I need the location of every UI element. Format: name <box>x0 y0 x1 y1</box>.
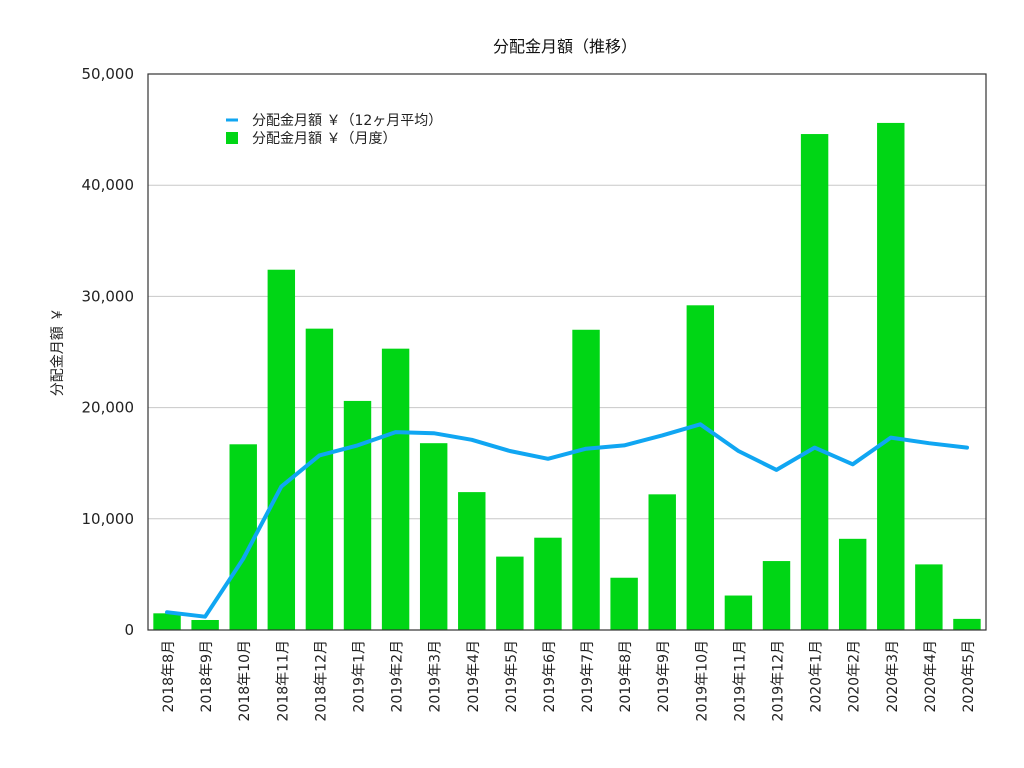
plot-frame <box>147 73 987 631</box>
x-tick-label: 2020年4月 <box>923 640 939 713</box>
x-tick-label: 2018年10月 <box>237 640 253 721</box>
bar <box>496 556 524 630</box>
bar <box>305 328 334 630</box>
x-tick-label: 2019年6月 <box>542 640 558 713</box>
x-tick-label: 2019年3月 <box>428 640 444 713</box>
bar <box>343 400 372 630</box>
legend: 分配金月額 ￥（12ヶ月平均） 分配金月額 ￥（月度） <box>226 113 442 147</box>
x-tick-label: 2018年11月 <box>275 640 291 721</box>
x-axis: 2018年8月 2018年9月 2018年10月 2018年11月 2018年12月 20… <box>161 640 977 721</box>
bar <box>534 537 562 630</box>
y-tick-label: 0 <box>124 621 134 639</box>
x-tick-label: 2019年7月 <box>580 640 596 713</box>
bar <box>572 329 600 630</box>
bar <box>191 619 219 630</box>
bar <box>381 348 410 630</box>
average-line-path <box>165 422 969 619</box>
y-tick-label: 50,000 <box>82 65 135 83</box>
x-tick-label: 2019年11月 <box>732 640 748 721</box>
x-tick-label: 2020年3月 <box>885 640 901 713</box>
x-tick-label: 2018年9月 <box>199 640 215 713</box>
bar <box>267 269 296 630</box>
x-tick-label: 2020年2月 <box>847 640 863 713</box>
x-tick-label: 2018年12月 <box>313 640 329 721</box>
x-tick-label: 2019年10月 <box>694 640 710 721</box>
x-tick-label: 2019年1月 <box>352 640 368 713</box>
legend-bar-swatch <box>226 132 238 144</box>
bar <box>610 577 638 630</box>
x-tick-label: 2018年8月 <box>161 640 177 713</box>
bar <box>153 613 181 630</box>
y-axis-title: 分配金月額 ￥ <box>50 308 66 396</box>
x-tick-label: 2019年12月 <box>771 640 787 721</box>
y-tick-label: 10,000 <box>82 510 135 528</box>
y-tick-label: 20,000 <box>82 399 135 417</box>
x-tick-label: 2019年2月 <box>390 640 406 713</box>
legend-line-label: 分配金月額 ￥（12ヶ月平均） <box>252 113 442 129</box>
legend-bar-label: 分配金月額 ￥（月度） <box>252 131 396 147</box>
bar <box>648 494 676 630</box>
x-tick-label: 2020年1月 <box>809 640 825 713</box>
bar <box>877 122 905 630</box>
x-tick-label: 2019年9月 <box>656 640 672 713</box>
bar <box>686 305 715 630</box>
bar <box>419 443 448 630</box>
y-tick-label: 30,000 <box>82 287 135 305</box>
chart-title: 分配金月額（推移） <box>493 37 637 56</box>
bar <box>915 564 943 630</box>
bar <box>953 618 981 630</box>
bar <box>458 492 486 630</box>
x-tick-label: 2019年8月 <box>618 640 634 713</box>
x-tick-label: 2020年5月 <box>961 640 977 713</box>
y-tick-label: 40,000 <box>82 176 135 194</box>
bars <box>153 122 981 630</box>
x-tick-label: 2019年4月 <box>466 640 482 713</box>
average-line <box>165 422 969 619</box>
x-tick-label: 2019年5月 <box>504 640 520 713</box>
bar <box>762 561 791 630</box>
y-axis: 0 10,000 20,000 30,000 40,000 50,000 <box>82 65 135 639</box>
bar <box>838 538 867 630</box>
bar <box>800 134 829 630</box>
bar <box>724 595 753 630</box>
